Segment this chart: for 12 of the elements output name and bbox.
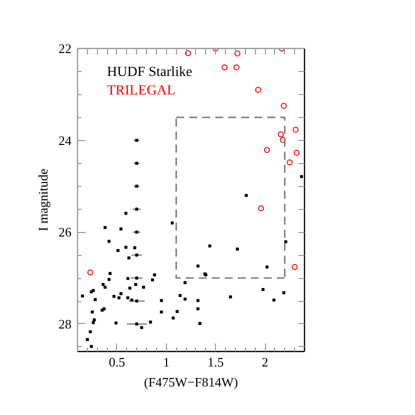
y-tick-label: 26 — [58, 224, 72, 240]
text: TRILEGAL — [107, 83, 176, 98]
x-tick-label: 2 — [262, 354, 268, 370]
text: HUDF Starlike — [107, 65, 192, 80]
x-tick-label: 1.5 — [208, 354, 224, 370]
x-tick-label: 0.5 — [108, 354, 126, 370]
y-axis-title: I magnitude — [36, 168, 50, 232]
y-tick-label: 28 — [58, 316, 72, 332]
y-tick-label: 24 — [58, 132, 72, 148]
y-tick-label: 22 — [58, 41, 72, 56]
x-axis-title: (F475W−F814W) — [144, 374, 238, 390]
x-tick-label: 1 — [163, 354, 170, 370]
